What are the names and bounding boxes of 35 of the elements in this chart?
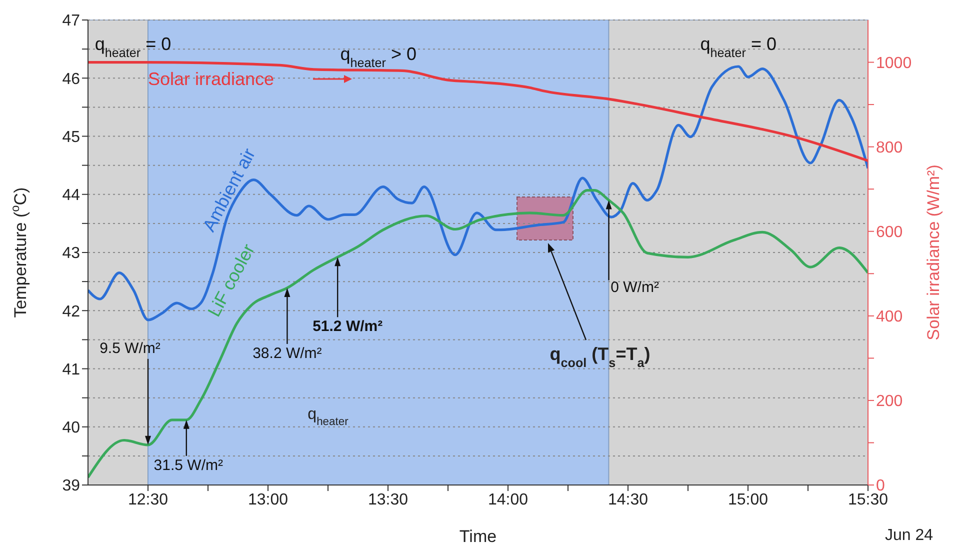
y2-tick-label: 200: [876, 393, 903, 410]
annotation: 31.5 W/m²: [154, 456, 223, 474]
legend-label: Solar irradiance: [148, 69, 274, 89]
y-tick-label: 45: [62, 128, 80, 146]
y-tick-label: 47: [62, 12, 80, 30]
y-tick-label: 39: [62, 478, 80, 495]
y2-axis-title: Solar irradiance (W/m²): [924, 164, 943, 340]
y-tick-label: 41: [62, 361, 80, 378]
band-label: q$_{heater}$ = 0: [94, 34, 172, 60]
annotation: 38.2 W/m²: [252, 344, 322, 362]
annotation: 51.2 W/m²: [312, 318, 383, 336]
annotation: q$_{cool}$ (T$_{s}$=T$_{a}$): [550, 344, 650, 370]
text: Jun 24: [884, 527, 934, 544]
y2-tick-label: 400: [876, 308, 903, 326]
annotation: q$_{heater}$: [308, 406, 349, 428]
x-tick-label: 13:30: [368, 491, 408, 508]
y-tick-label: 43: [62, 245, 80, 262]
x-tick-label: 14:30: [608, 491, 648, 508]
annotation: 0 W/m²: [610, 279, 659, 296]
y-tick-label: 42: [62, 303, 80, 320]
band-label: q$_{heater}$ > 0: [340, 44, 417, 70]
x-tick-label: 12:30: [128, 491, 168, 508]
band-label: q$_{heater}$ = 0: [700, 34, 777, 60]
y2-tick-label: 1000: [876, 54, 912, 72]
y-tick-label: 40: [62, 420, 80, 437]
y2-tick-label: 600: [876, 224, 903, 242]
y-tick-label: 44: [62, 187, 80, 204]
x-axis-title: Time: [459, 527, 497, 546]
x-tick-label: 15:00: [728, 491, 768, 508]
x-tick-label: 14:00: [488, 491, 528, 508]
y-tick-label: 46: [62, 70, 80, 88]
y2-tick-label: 800: [876, 140, 903, 156]
annotation: 9.5 W/m²: [100, 340, 160, 357]
text: LiF cooler: [204, 240, 259, 320]
x-tick-label: 13:00: [248, 491, 288, 508]
